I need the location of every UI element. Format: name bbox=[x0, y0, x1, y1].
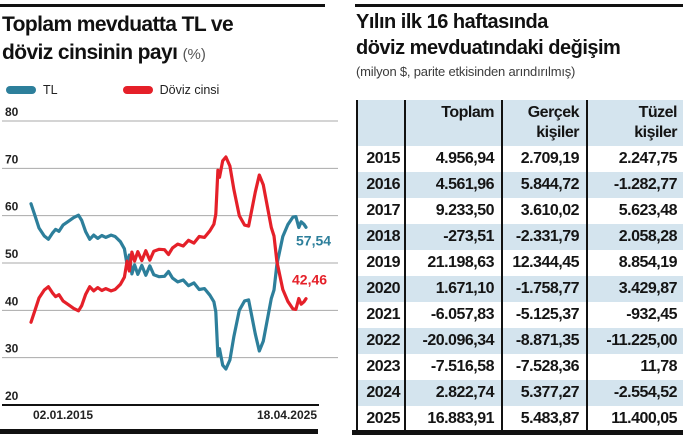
y-tick-70: 70 bbox=[5, 152, 19, 166]
cell-tuzel: 8.854,19 bbox=[586, 250, 683, 276]
cell-gercek: 5.483,87 bbox=[501, 406, 587, 432]
cell-toplam: 2.822,74 bbox=[404, 380, 502, 406]
cell-year: 2015 bbox=[356, 146, 405, 172]
table-subtitle: (milyon $, parite etkisinden arındırılmı… bbox=[356, 64, 576, 79]
cell-toplam: -7.516,58 bbox=[404, 354, 502, 380]
cell-year: 2022 bbox=[356, 328, 405, 354]
cell-tuzel: 3.429,87 bbox=[586, 276, 683, 302]
cell-gercek: -8.871,35 bbox=[501, 328, 587, 354]
cell-toplam: 21.198,63 bbox=[404, 250, 502, 276]
cell-year: 2023 bbox=[356, 354, 405, 380]
table-header-row: Toplam Gerçek kişiler Tüzel kişiler bbox=[356, 100, 683, 146]
cell-gercek: -2.331,79 bbox=[501, 224, 587, 250]
cell-tuzel: -11.225,00 bbox=[586, 328, 683, 354]
right-bottom-rule bbox=[352, 430, 683, 435]
series-line-fx bbox=[29, 155, 308, 324]
cell-year: 2019 bbox=[356, 250, 405, 276]
table-row-2023: 2023 -7.516,58 -7.528,36 11,78 bbox=[356, 354, 683, 380]
cell-year: 2016 bbox=[356, 172, 405, 198]
cell-toplam: 4.956,94 bbox=[404, 146, 502, 172]
end-label-fx: 42,46 bbox=[292, 272, 327, 288]
cell-year: 2020 bbox=[356, 276, 405, 302]
cell-toplam: 9.233,50 bbox=[404, 198, 502, 224]
cell-toplam: 4.561,96 bbox=[404, 172, 502, 198]
chart-title: Toplam mevduatta TL ve döviz cinsinin pay… bbox=[2, 11, 332, 69]
cell-year: 2024 bbox=[356, 380, 405, 406]
table-row-2024: 2024 2.822,74 5.377,27 -2.554,52 bbox=[356, 380, 683, 406]
cell-toplam: 16.883,91 bbox=[404, 406, 502, 432]
cell-toplam: 1.671,10 bbox=[404, 276, 502, 302]
left-bottom-rule bbox=[0, 429, 318, 434]
table-row-2019: 2019 21.198,63 12.344,45 8.854,19 bbox=[356, 250, 683, 276]
x-tick-start: 02.01.2015 bbox=[33, 408, 93, 422]
table-row-2022: 2022 -20.096,34 -8.871,35 -11.225,00 bbox=[356, 328, 683, 354]
cell-tuzel: 2.247,75 bbox=[586, 146, 683, 172]
table-row-2020: 2020 1.671,10 -1.758,77 3.429,87 bbox=[356, 276, 683, 302]
cell-gercek: 12.344,45 bbox=[501, 250, 587, 276]
chart-title-unit: (%) bbox=[182, 46, 206, 63]
table-header-cell: Tüzel kişiler bbox=[586, 100, 683, 146]
chart-title-line1: Toplam mevduatta TL ve bbox=[2, 13, 234, 36]
cell-gercek: -7.528,36 bbox=[501, 354, 587, 380]
deposit-share-chart-panel: Toplam mevduatta TL ve döviz cinsinin pay… bbox=[0, 0, 341, 441]
cell-toplam: -273,51 bbox=[404, 224, 502, 250]
cell-tuzel: 11,78 bbox=[586, 354, 683, 380]
legend-swatch-tl bbox=[6, 86, 36, 94]
legend-label-tl: TL bbox=[43, 83, 58, 97]
cell-gercek: -5.125,37 bbox=[501, 302, 587, 328]
cell-year: 2017 bbox=[356, 198, 405, 224]
table-header-cell: Gerçek kişiler bbox=[501, 100, 587, 146]
legend-label-fx: Döviz cinsi bbox=[159, 83, 220, 97]
cell-year: 2021 bbox=[356, 302, 405, 328]
cell-tuzel: 5.623,48 bbox=[586, 198, 683, 224]
table-row-2021: 2021 -6.057,83 -5.125,37 -932,45 bbox=[356, 302, 683, 328]
cell-tuzel: -932,45 bbox=[586, 302, 683, 328]
cell-year: 2018 bbox=[356, 224, 405, 250]
cell-gercek: 5.377,27 bbox=[501, 380, 587, 406]
cell-year: 2025 bbox=[356, 406, 405, 432]
left-top-rule bbox=[0, 4, 325, 7]
table-header-cell bbox=[356, 100, 405, 146]
y-tick-60: 60 bbox=[5, 200, 19, 214]
cell-tuzel: -1.282,77 bbox=[586, 172, 683, 198]
y-tick-40: 40 bbox=[5, 294, 19, 308]
fx-deposit-change-panel: Yılın ilk 16 haftasında döviz mevduatında… bbox=[355, 0, 683, 441]
y-tick-20: 20 bbox=[5, 389, 19, 403]
cell-toplam: -6.057,83 bbox=[404, 302, 502, 328]
cell-gercek: 2.709,19 bbox=[501, 146, 587, 172]
table-title-line2: döviz mevduatındaki değişim bbox=[356, 37, 621, 59]
x-tick-end: 18.04.2025 bbox=[257, 408, 317, 422]
table-row-2017: 2017 9.233,50 3.610,02 5.623,48 bbox=[356, 198, 683, 224]
cell-toplam: -20.096,34 bbox=[404, 328, 502, 354]
chart-legend: TL Döviz cinsi bbox=[6, 83, 220, 97]
table-row-2025: 2025 16.883,91 5.483,87 11.400,05 bbox=[356, 406, 683, 432]
cell-tuzel: 11.400,05 bbox=[586, 406, 683, 432]
y-tick-80: 80 bbox=[5, 105, 19, 119]
y-tick-50: 50 bbox=[5, 247, 19, 261]
fx-change-table: Toplam Gerçek kişiler Tüzel kişiler 2015 4.95… bbox=[356, 100, 683, 432]
cell-tuzel: 2.058,28 bbox=[586, 224, 683, 250]
table-header-cell: Toplam bbox=[404, 100, 502, 146]
table-row-2015: 2015 4.956,94 2.709,19 2.247,75 bbox=[356, 146, 683, 172]
cell-gercek: -1.758,77 bbox=[501, 276, 587, 302]
legend-swatch-fx bbox=[122, 86, 153, 94]
end-label-tl: 57,54 bbox=[296, 232, 331, 248]
right-top-rule bbox=[355, 4, 683, 7]
table-row-2016: 2016 4.561,96 5.844,72 -1.282,77 bbox=[356, 172, 683, 198]
table-row-2018: 2018 -273,51 -2.331,79 2.058,28 bbox=[356, 224, 683, 250]
cell-gercek: 3.610,02 bbox=[501, 198, 587, 224]
chart-title-line2: döviz cinsinin payı bbox=[2, 41, 178, 64]
cell-gercek: 5.844,72 bbox=[501, 172, 587, 198]
cell-tuzel: -2.554,52 bbox=[586, 380, 683, 406]
deposit-share-line-chart: 80 70 60 50 40 30 20 57,54 42,46 02.01.2015 18.04.… bbox=[2, 105, 338, 422]
series-line-tl bbox=[29, 202, 308, 371]
table-title-line1: Yılın ilk 16 haftasında bbox=[356, 11, 548, 33]
y-tick-30: 30 bbox=[5, 342, 19, 356]
table-title: Yılın ilk 16 haftasında döviz mevduatında… bbox=[356, 9, 683, 61]
